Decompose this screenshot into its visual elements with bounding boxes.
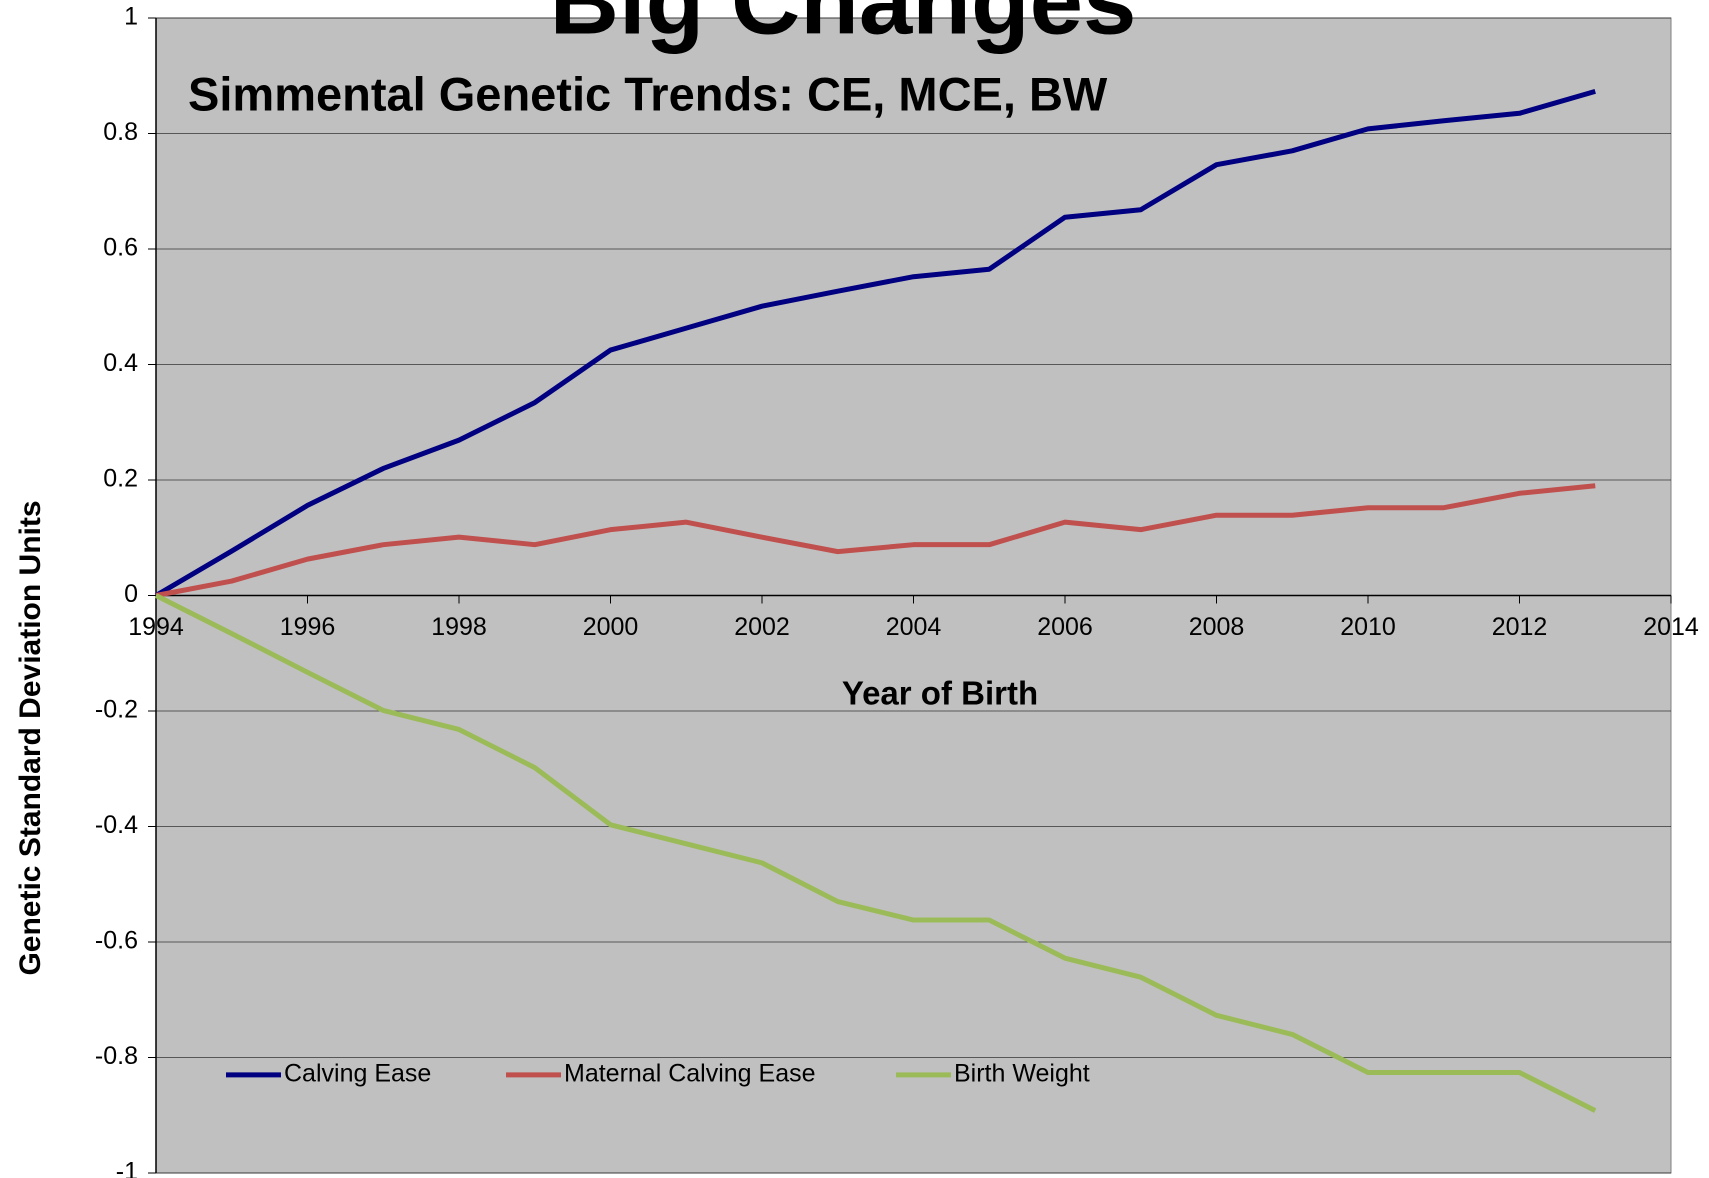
x-axis-label: Year of Birth [842, 675, 1038, 712]
y-tick-label: 1 [124, 3, 138, 31]
legend-label: Birth Weight [954, 1059, 1090, 1087]
series-line [154, 88, 1596, 598]
series-line [155, 483, 1596, 598]
y-tick-label: 0.8 [103, 118, 138, 146]
y-tick-label: -0.2 [95, 696, 138, 724]
x-tick-label: 2008 [1189, 613, 1245, 641]
series-line [154, 593, 1597, 1113]
y-tick-label: 0 [124, 580, 138, 608]
y-tick-label: -1 [116, 1158, 138, 1178]
y-tick-label: 0.6 [103, 234, 138, 262]
y-tick-label: -0.4 [95, 811, 138, 839]
y-tick-label: 0.2 [103, 465, 138, 493]
legend-label: Calving Ease [284, 1059, 431, 1087]
y-tick-label: -0.6 [95, 927, 138, 955]
x-tick-label: 2010 [1340, 613, 1396, 641]
x-tick-label: 2004 [886, 613, 942, 641]
x-tick-label: 2014 [1643, 613, 1699, 641]
x-tick-label: 2006 [1037, 613, 1093, 641]
y-tick-label: -0.8 [95, 1042, 138, 1070]
y-axis-label: Genetic Standard Deviation Units [14, 500, 47, 975]
x-tick-label: 2012 [1492, 613, 1548, 641]
x-tick-label: 1994 [128, 613, 184, 641]
x-tick-label: 1998 [431, 613, 487, 641]
x-tick-label: 2002 [734, 613, 790, 641]
y-tick-label: 0.4 [103, 349, 138, 377]
legend-label: Maternal Calving Ease [564, 1059, 816, 1087]
chart-title: Big Changes [550, 0, 1137, 54]
chart-subtitle: Simmental Genetic Trends: CE, MCE, BW [188, 67, 1108, 120]
x-tick-label: 2000 [583, 613, 639, 641]
x-tick-label: 1996 [280, 613, 336, 641]
